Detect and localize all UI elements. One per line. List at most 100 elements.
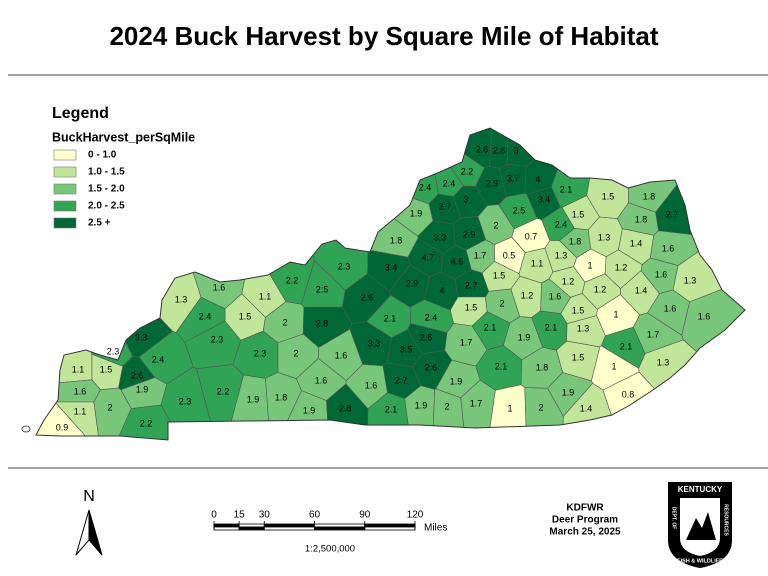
county-label: 1.3: [598, 232, 611, 242]
legend-swatch: [53, 166, 77, 178]
county-label: 1: [587, 260, 592, 270]
county-label: 2.4: [199, 311, 212, 321]
county: [511, 218, 551, 253]
legend-swatch: [53, 183, 77, 195]
scale-tick-label: 90: [359, 510, 371, 521]
county-label: 2: [107, 402, 112, 412]
legend: Legend BuckHarvest_perSqMile 0 - 1.0 1.0 …: [52, 105, 195, 228]
agency-logo: KENTUCKY DEPT. OF RESOURCES FISH & WILDL…: [668, 482, 732, 568]
county-label: 2.5: [513, 205, 526, 215]
county-label: 4.6: [451, 256, 464, 266]
county-label: 2.9: [406, 278, 419, 288]
scale-ratio: 1:2,500,000: [305, 544, 355, 555]
state-outline: [35, 127, 746, 441]
county-label: 1: [507, 403, 512, 413]
county-label: 2.1: [560, 184, 573, 194]
county-label: 1.7: [647, 329, 660, 339]
county-label: 1.5: [572, 305, 585, 315]
scale-segment: [314, 526, 366, 531]
county-label: 1.1: [531, 258, 544, 268]
county-label: 2.2: [286, 275, 299, 285]
county-label: 2.1: [484, 322, 497, 332]
scale-tick-label: 120: [407, 510, 424, 521]
county-label: 2.1: [545, 322, 558, 332]
legend-swatch: [53, 200, 77, 212]
county-label: 2.8: [316, 318, 329, 328]
county-label: 2.3: [254, 348, 267, 358]
county-label: 0.8: [622, 389, 635, 399]
county-label: 2.3: [107, 346, 120, 356]
county-label: 1.5: [239, 311, 252, 321]
county-label: 1.1: [259, 291, 272, 301]
county-label: 0.5: [503, 250, 516, 260]
county-label: 1.2: [521, 290, 534, 300]
county-label: 1.9: [415, 400, 428, 410]
county-label: 1.4: [630, 238, 643, 248]
credit-line: KDFWR: [566, 503, 604, 514]
county-label: 1.2: [615, 262, 628, 272]
island: [21, 425, 31, 433]
legend-swatch: [53, 149, 77, 161]
legend-label: 0 - 1.0: [88, 150, 117, 161]
county-label: 2.6: [131, 370, 144, 380]
county-label: 1.7: [460, 337, 473, 347]
scale-segment: [314, 523, 366, 528]
scale-segment: [213, 526, 240, 531]
county-label: 2.7: [465, 280, 478, 290]
credit-line: March 25, 2025: [549, 527, 621, 538]
county-label: 2.4: [555, 219, 568, 229]
county-label: 1: [613, 309, 618, 319]
logo-text: FISH & WILDLIFE: [677, 558, 723, 564]
county-label: 1.9: [562, 387, 575, 397]
county-label: 1.8: [275, 392, 288, 402]
label-layer: 1.1 1.5 1.6 1.1 0.9 2 2.2 1.9 2.6 3.3 2.3 2.4 2.3 1.3…: [56, 144, 711, 432]
county-label: 2.6: [420, 332, 433, 342]
logo-text: DEPT. OF: [671, 507, 677, 530]
county-label: 4: [439, 285, 444, 295]
legend-label: 1.5 - 2.0: [88, 184, 125, 195]
county-label: 2.6: [425, 362, 438, 372]
scale-segment: [238, 526, 265, 531]
county-label: 0.9: [56, 422, 69, 432]
county-label: 1.3: [577, 323, 590, 333]
credit-line: Deer Program: [552, 515, 618, 526]
county-label: 3.7: [507, 173, 520, 183]
county-label: 2: [282, 317, 287, 327]
scale-tick-label: 0: [211, 510, 217, 521]
county-label: 3.3: [135, 332, 148, 342]
scale-tick-label: 30: [259, 510, 271, 521]
county-label: 2.4: [443, 178, 456, 188]
county-label: 1.2: [594, 284, 607, 294]
county-label: 1.9: [410, 208, 423, 218]
county-label: 2.1: [385, 404, 398, 414]
county-label: 1.7: [470, 398, 483, 408]
county-label: 1: [611, 361, 616, 371]
county-label: 1.6: [213, 282, 226, 292]
county-label: 2.1: [384, 313, 397, 323]
county-label: 1.6: [698, 311, 711, 321]
county-label: 2.9: [463, 229, 476, 239]
north-label: N: [83, 488, 95, 505]
county-label: 1.5: [465, 302, 478, 312]
county-label: 1.8: [390, 235, 403, 245]
county-label: 3.4: [538, 194, 551, 204]
county-label: 1.4: [580, 403, 593, 413]
county-label: 0.7: [525, 231, 538, 241]
county-label: 1.1: [74, 406, 87, 416]
scale-segment: [364, 526, 416, 531]
county-label: 1.4: [635, 285, 648, 295]
county-label: 1.3: [175, 294, 188, 304]
county-label: 2.1: [620, 341, 633, 351]
county-label: 1.5: [572, 352, 585, 362]
county-label: 1.5: [572, 209, 585, 219]
county-label: 1.2: [562, 276, 575, 286]
county-label: 1.9: [247, 394, 260, 404]
county-label: 3: [463, 194, 468, 204]
county-label: 2.4: [419, 182, 432, 192]
county-label: 2.6: [476, 144, 489, 154]
county-label: 1.8: [569, 236, 582, 246]
scale-segment: [238, 523, 265, 528]
county-label: 1.6: [365, 380, 378, 390]
county-label: 1.6: [335, 350, 348, 360]
